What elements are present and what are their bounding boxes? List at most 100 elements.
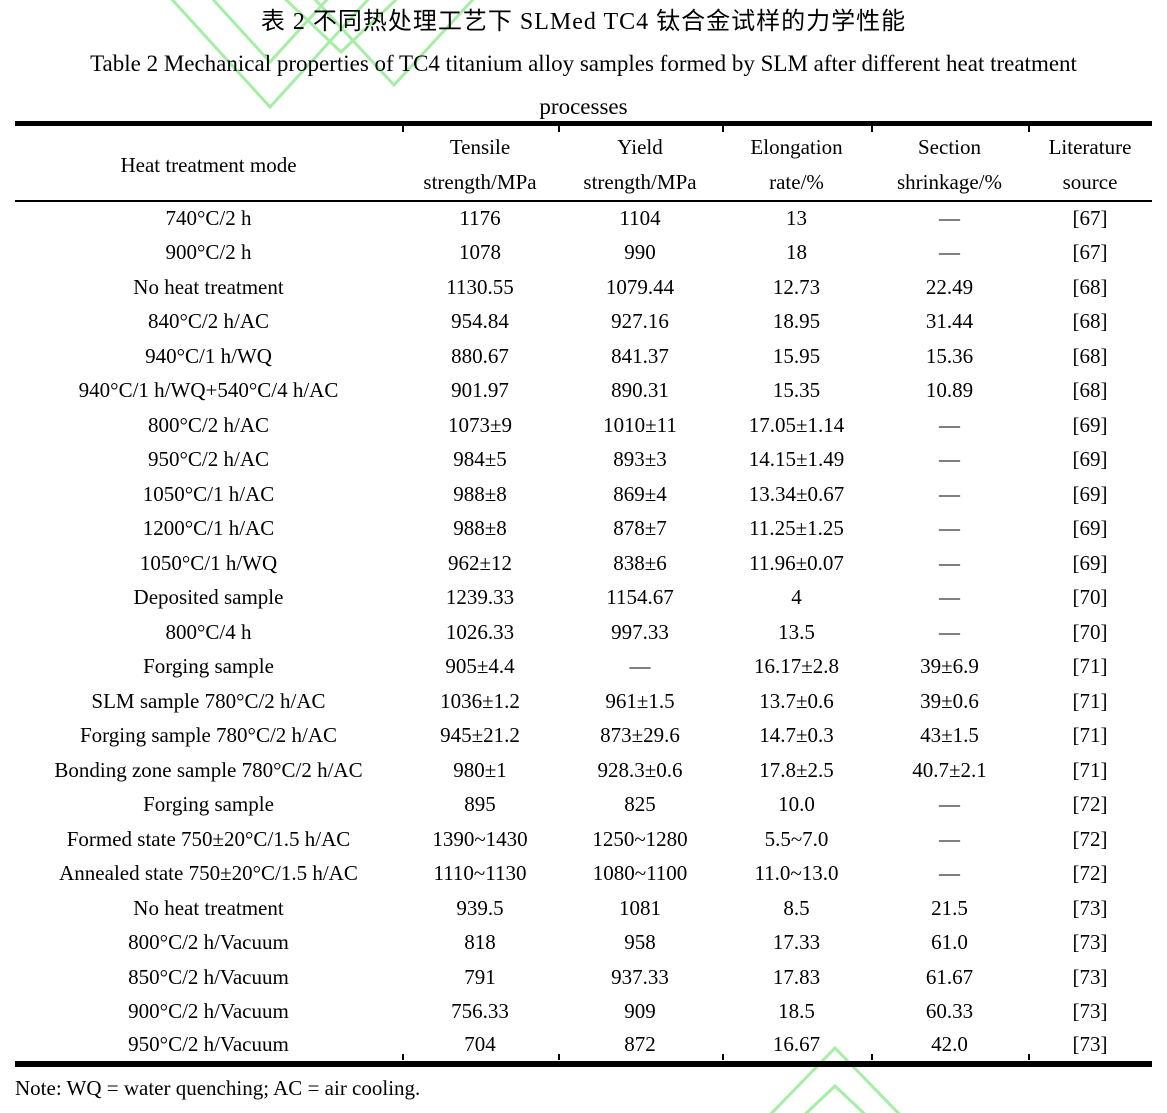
watermark-chevrons-bottom-icon (769, 1045, 901, 1113)
table-cell: [71] (1072, 654, 1108, 679)
table-cell: 1081 (619, 895, 661, 920)
table-cell: — (939, 240, 960, 265)
table-cell: 740°C/2 h (165, 206, 252, 231)
table-cell: 890.31 (611, 378, 669, 403)
table-cell: 825 (624, 792, 656, 817)
table-cell: [73] (1072, 999, 1108, 1024)
rule-notch (558, 1054, 560, 1060)
header-line: strength/MPa (583, 170, 697, 194)
table-cell: 1154.67 (606, 585, 674, 610)
table-row: Formed state 750±20°C/1.5 h/AC 1390~1430 1… (15, 822, 1152, 857)
table-cell: 17.83 (772, 964, 821, 989)
col-header-tensile-strength: Tensile strength/MPa (402, 123, 558, 202)
table-row: 1200°C/1 h/AC 988±8 878±7 11.25±1.25 — [69] (15, 512, 1152, 547)
table-cell: 841.37 (611, 343, 669, 368)
table-row: 900°C/2 h/Vacuum 756.33 909 18.5 60.33 [73] (15, 995, 1152, 1030)
table-cell: 990 (624, 240, 656, 265)
table-title-zh: 表 2 不同热处理工艺下 SLMed TC4 钛合金试样的力学性能 (260, 9, 907, 35)
table-cell: 1050°C/1 h/WQ (139, 550, 278, 575)
table-cell: 13.7±0.6 (759, 688, 834, 713)
table-row: 800°C/4 h 1026.33 997.33 13.5 — [70] (15, 615, 1152, 650)
rule-notch (871, 126, 873, 132)
table-cell: 1239.33 (445, 585, 515, 610)
table-cell: 43±1.5 (920, 723, 979, 748)
table-row: 1050°C/1 h/AC 988±8 869±4 13.34±0.67 — [69] (15, 477, 1152, 512)
watermark-chevrons-top-icon (170, 0, 475, 110)
table-cell: [72] (1072, 826, 1108, 851)
table-cell: 13.5 (778, 619, 815, 644)
table-cell: [71] (1072, 688, 1108, 713)
table-cell: Bonding zone sample 780°C/2 h/AC (54, 757, 363, 782)
table-cell: [70] (1072, 585, 1108, 610)
table-cell: SLM sample 780°C/2 h/AC (91, 688, 326, 713)
table-cell: 15.95 (772, 343, 821, 368)
table-cell: 1200°C/1 h/AC (142, 516, 275, 541)
col-header-elongation-rate: Elongation rate/% (722, 123, 871, 202)
header-line: Section (918, 135, 981, 159)
table-cell: 869±4 (613, 481, 667, 506)
table-cell: 21.5 (931, 895, 968, 920)
table-cell: 14.15±1.49 (748, 447, 845, 472)
table-cell: — (939, 585, 960, 610)
table-cell: 31.44 (925, 309, 974, 334)
table-row: 740°C/2 h 1176 1104 13 — [67] (15, 201, 1152, 236)
table-row: Forging sample 895 825 10.0 — [72] (15, 788, 1152, 823)
table-cell: 756.33 (451, 999, 509, 1024)
table-cell: [69] (1072, 481, 1108, 506)
table-cell: No heat treatment (133, 274, 284, 299)
table-cell: [68] (1072, 309, 1108, 334)
table-cell: 1390~1430 (432, 826, 528, 851)
col-header-yield-strength: Yield strength/MPa (558, 123, 722, 202)
table-row: Deposited sample 1239.33 1154.67 4 — [70] (15, 581, 1152, 616)
table-cell: 8.5 (783, 895, 810, 920)
table-cell: 13 (786, 206, 807, 231)
table-cell: 950°C/2 h/AC (148, 447, 269, 472)
table-cell: [68] (1072, 378, 1108, 403)
table-cell: 61.67 (925, 964, 974, 989)
table-cell: 850°C/2 h/Vacuum (128, 964, 289, 989)
table-cell: — (939, 792, 960, 817)
table-cell: 940°C/1 h/WQ+540°C/4 h/AC (78, 378, 339, 403)
table-cell: [73] (1072, 1032, 1108, 1057)
table-cell: 909 (624, 999, 656, 1024)
table-cell: — (939, 516, 960, 541)
table-row: Annealed state 750±20°C/1.5 h/AC 1110~113… (15, 857, 1152, 892)
table-cell: 18.95 (772, 309, 821, 334)
table-cell: — (939, 412, 960, 437)
table-cell: 800°C/2 h/Vacuum (128, 930, 289, 955)
table-cell: 928.3±0.6 (597, 757, 683, 782)
header-line: rate/% (769, 170, 824, 194)
table-cell: 791 (464, 964, 496, 989)
table-row: Forging sample 780°C/2 h/AC 945±21.2 873±2… (15, 719, 1152, 754)
rule-notch (402, 126, 404, 132)
table-cell: [68] (1072, 343, 1108, 368)
col-header-section-shrinkage: Section shrinkage/% (871, 123, 1028, 202)
table-cell: 954.84 (451, 309, 509, 334)
table-cell: Forging sample (143, 654, 274, 679)
table-row: 1050°C/1 h/WQ 962±12 838±6 11.96±0.07 — [69] (15, 546, 1152, 581)
table-cell: 40.7±2.1 (912, 757, 987, 782)
table-cell: [68] (1072, 274, 1108, 299)
table-cell: Annealed state 750±20°C/1.5 h/AC (59, 861, 358, 886)
table-cell: 997.33 (611, 619, 669, 644)
table-cell: 12.73 (772, 274, 821, 299)
table-cell: 945±21.2 (440, 723, 520, 748)
rule-notch (558, 126, 560, 132)
table-row: 950°C/2 h/AC 984±5 893±3 14.15±1.49 — [69] (15, 443, 1152, 478)
table-cell: 42.0 (931, 1032, 968, 1057)
table-title-en-line1: Table 2 Mechanical properties of TC4 tit… (90, 51, 1077, 76)
table-row: 950°C/2 h/Vacuum 704 872 16.67 42.0 [73] (15, 1029, 1152, 1064)
table-cell: 961±1.5 (605, 688, 675, 713)
table-cell: 60.33 (925, 999, 974, 1024)
table-cell: 16.17±2.8 (753, 654, 840, 679)
table-cell: 940°C/1 h/WQ (145, 343, 272, 368)
table-cell: No heat treatment (133, 895, 284, 920)
table-row: 840°C/2 h/AC 954.84 927.16 18.95 31.44 [68] (15, 305, 1152, 340)
table-cell: 838±6 (613, 550, 667, 575)
table-cell: — (939, 826, 960, 851)
table-cell: 937.33 (611, 964, 669, 989)
col-header-heat-treatment-mode: Heat treatment mode (15, 123, 402, 202)
table-cell: 39±6.9 (920, 654, 979, 679)
